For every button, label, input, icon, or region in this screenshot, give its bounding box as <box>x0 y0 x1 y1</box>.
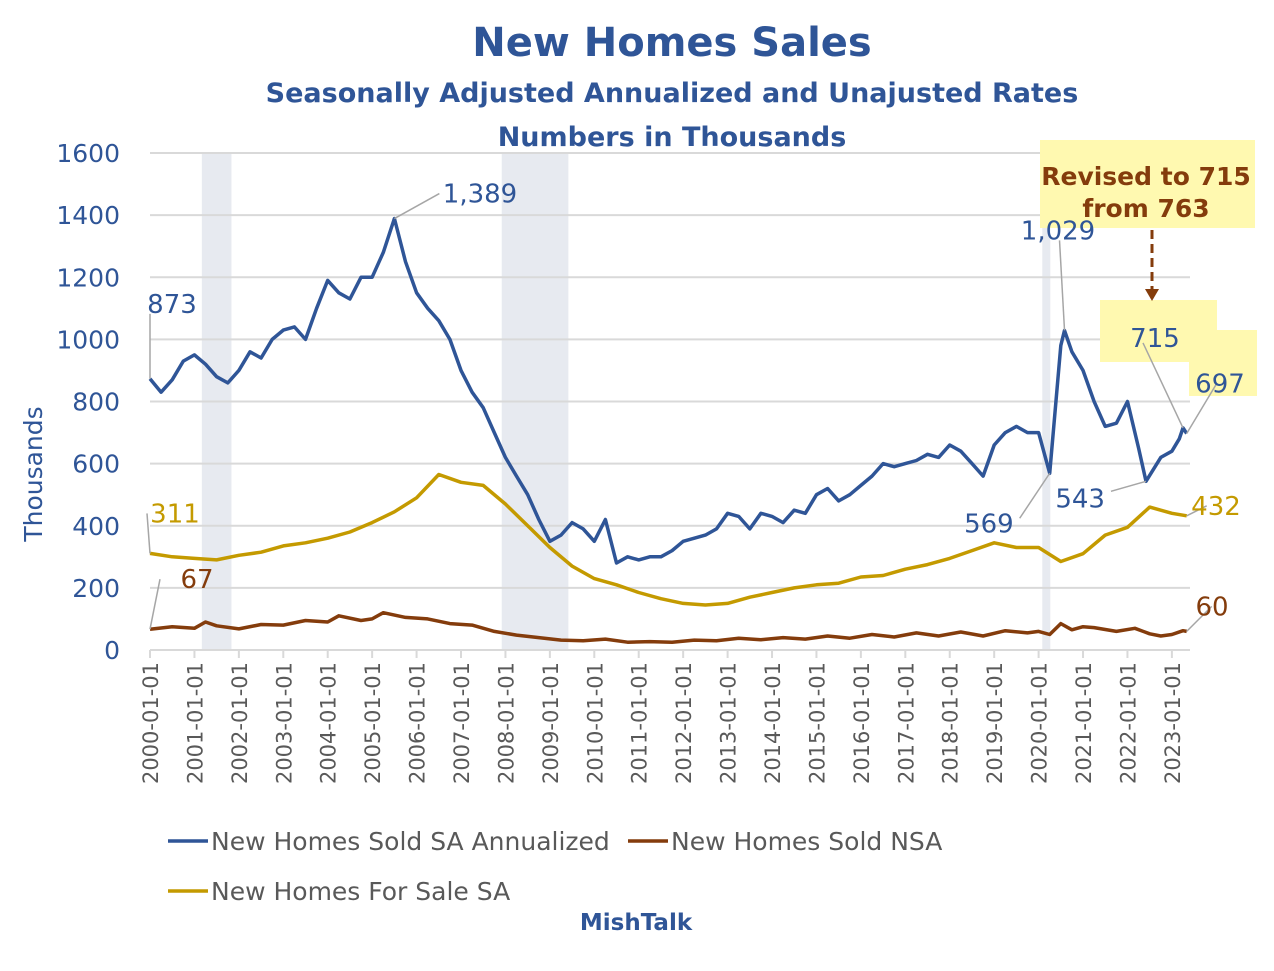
x-tick-label: 2020-01-01 <box>1028 662 1052 784</box>
legend-label-nsa: New Homes Sold NSA <box>671 827 942 856</box>
y-axis-label: Thousands <box>19 406 48 542</box>
x-tick-label: 2005-01-01 <box>361 662 385 784</box>
x-axis: 2000-01-01 2001-01-01 2002-01-01 2003-01-01… <box>139 650 1185 784</box>
leader-line <box>394 192 440 220</box>
label-box-697 <box>1189 330 1257 396</box>
y-tick-label: 800 <box>72 388 120 417</box>
data-label: 60 <box>1195 592 1228 622</box>
leader-line <box>1186 605 1213 632</box>
gridlines <box>150 152 1190 651</box>
chart-subtitle: Seasonally Adjusted Annualized and Unaju… <box>266 78 1079 109</box>
legend-label-forsale: New Homes For Sale SA <box>211 877 510 906</box>
leader-line <box>1186 505 1208 517</box>
leader-line <box>149 579 161 630</box>
legend: New Homes Sold SA Annualized New Homes S… <box>168 827 942 906</box>
y-axis: 0 200 400 600 800 1000 1200 1400 1600 <box>56 139 120 665</box>
data-label: 569 <box>964 509 1014 539</box>
data-labels: 873 1,389 569 1,029 543 715 697 311 432 67 60 <box>146 180 1245 632</box>
callout-arrow-head <box>1145 289 1159 301</box>
x-tick-label: 2000-01-01 <box>139 662 163 784</box>
data-label: 1,029 <box>1021 216 1095 246</box>
leader-line <box>1142 342 1184 429</box>
x-tick-label: 2019-01-01 <box>983 662 1007 784</box>
x-tick-label: 2013-01-01 <box>717 662 741 784</box>
leader-line <box>1019 472 1051 519</box>
data-label: 67 <box>180 565 213 595</box>
chart-subtitle-2: Numbers in Thousands <box>498 122 847 153</box>
leader-line <box>146 513 151 554</box>
data-label: 715 <box>1130 324 1180 354</box>
series-line-2 <box>149 472 1187 607</box>
chart-title: New Homes Sales <box>472 20 871 66</box>
series-line-1 <box>149 610 1188 644</box>
data-label: 432 <box>1191 492 1241 522</box>
x-tick-label: 2002-01-01 <box>228 662 252 784</box>
y-tick-label: 1600 <box>56 139 120 168</box>
x-tick-label: 2023-01-01 <box>1161 662 1185 784</box>
data-label: 311 <box>150 499 200 529</box>
y-tick-label: 1000 <box>56 325 120 354</box>
x-tick-label: 2015-01-01 <box>805 662 829 784</box>
y-tick-label: 0 <box>104 636 120 665</box>
x-tick-label: 2007-01-01 <box>450 662 474 784</box>
callout-line-2: from 763 <box>1082 194 1209 223</box>
x-tick-label: 2010-01-01 <box>583 662 607 784</box>
x-tick-label: 2008-01-01 <box>494 662 518 784</box>
y-tick-label: 600 <box>72 450 120 479</box>
leader-line <box>1058 240 1066 331</box>
series-lines <box>148 216 1189 644</box>
x-tick-label: 2017-01-01 <box>894 662 918 784</box>
y-tick-label: 200 <box>72 574 120 603</box>
x-tick-label: 2022-01-01 <box>1116 662 1140 784</box>
x-tick-label: 2006-01-01 <box>406 662 430 784</box>
source-label: MishTalk <box>580 910 693 936</box>
y-tick-label: 400 <box>72 512 120 541</box>
x-tick-label: 2021-01-01 <box>1072 662 1096 784</box>
x-tick-label: 2018-01-01 <box>939 662 963 784</box>
data-label: 1,389 <box>443 180 517 210</box>
x-tick-label: 2009-01-01 <box>539 662 563 784</box>
data-label: 697 <box>1195 369 1245 399</box>
y-tick-label: 1200 <box>56 263 120 292</box>
legend-label-sa: New Homes Sold SA Annualized <box>211 827 610 856</box>
x-tick-label: 2014-01-01 <box>761 662 785 784</box>
x-tick-label: 2016-01-01 <box>850 662 874 784</box>
leader-line <box>1186 383 1218 434</box>
x-tick-label: 2001-01-01 <box>183 662 207 784</box>
x-tick-label: 2003-01-01 <box>272 662 296 784</box>
data-label: 543 <box>1055 484 1105 514</box>
callout-box <box>1040 140 1255 228</box>
y-tick-label: 1400 <box>56 201 120 230</box>
callout-line-1: Revised to 715 <box>1041 162 1251 191</box>
leader-line <box>1110 480 1147 493</box>
data-label: 873 <box>147 290 197 320</box>
series-line-0 <box>148 216 1189 565</box>
x-tick-label: 2011-01-01 <box>628 662 652 784</box>
x-tick-label: 2004-01-01 <box>317 662 341 784</box>
x-tick-label: 2012-01-01 <box>672 662 696 784</box>
